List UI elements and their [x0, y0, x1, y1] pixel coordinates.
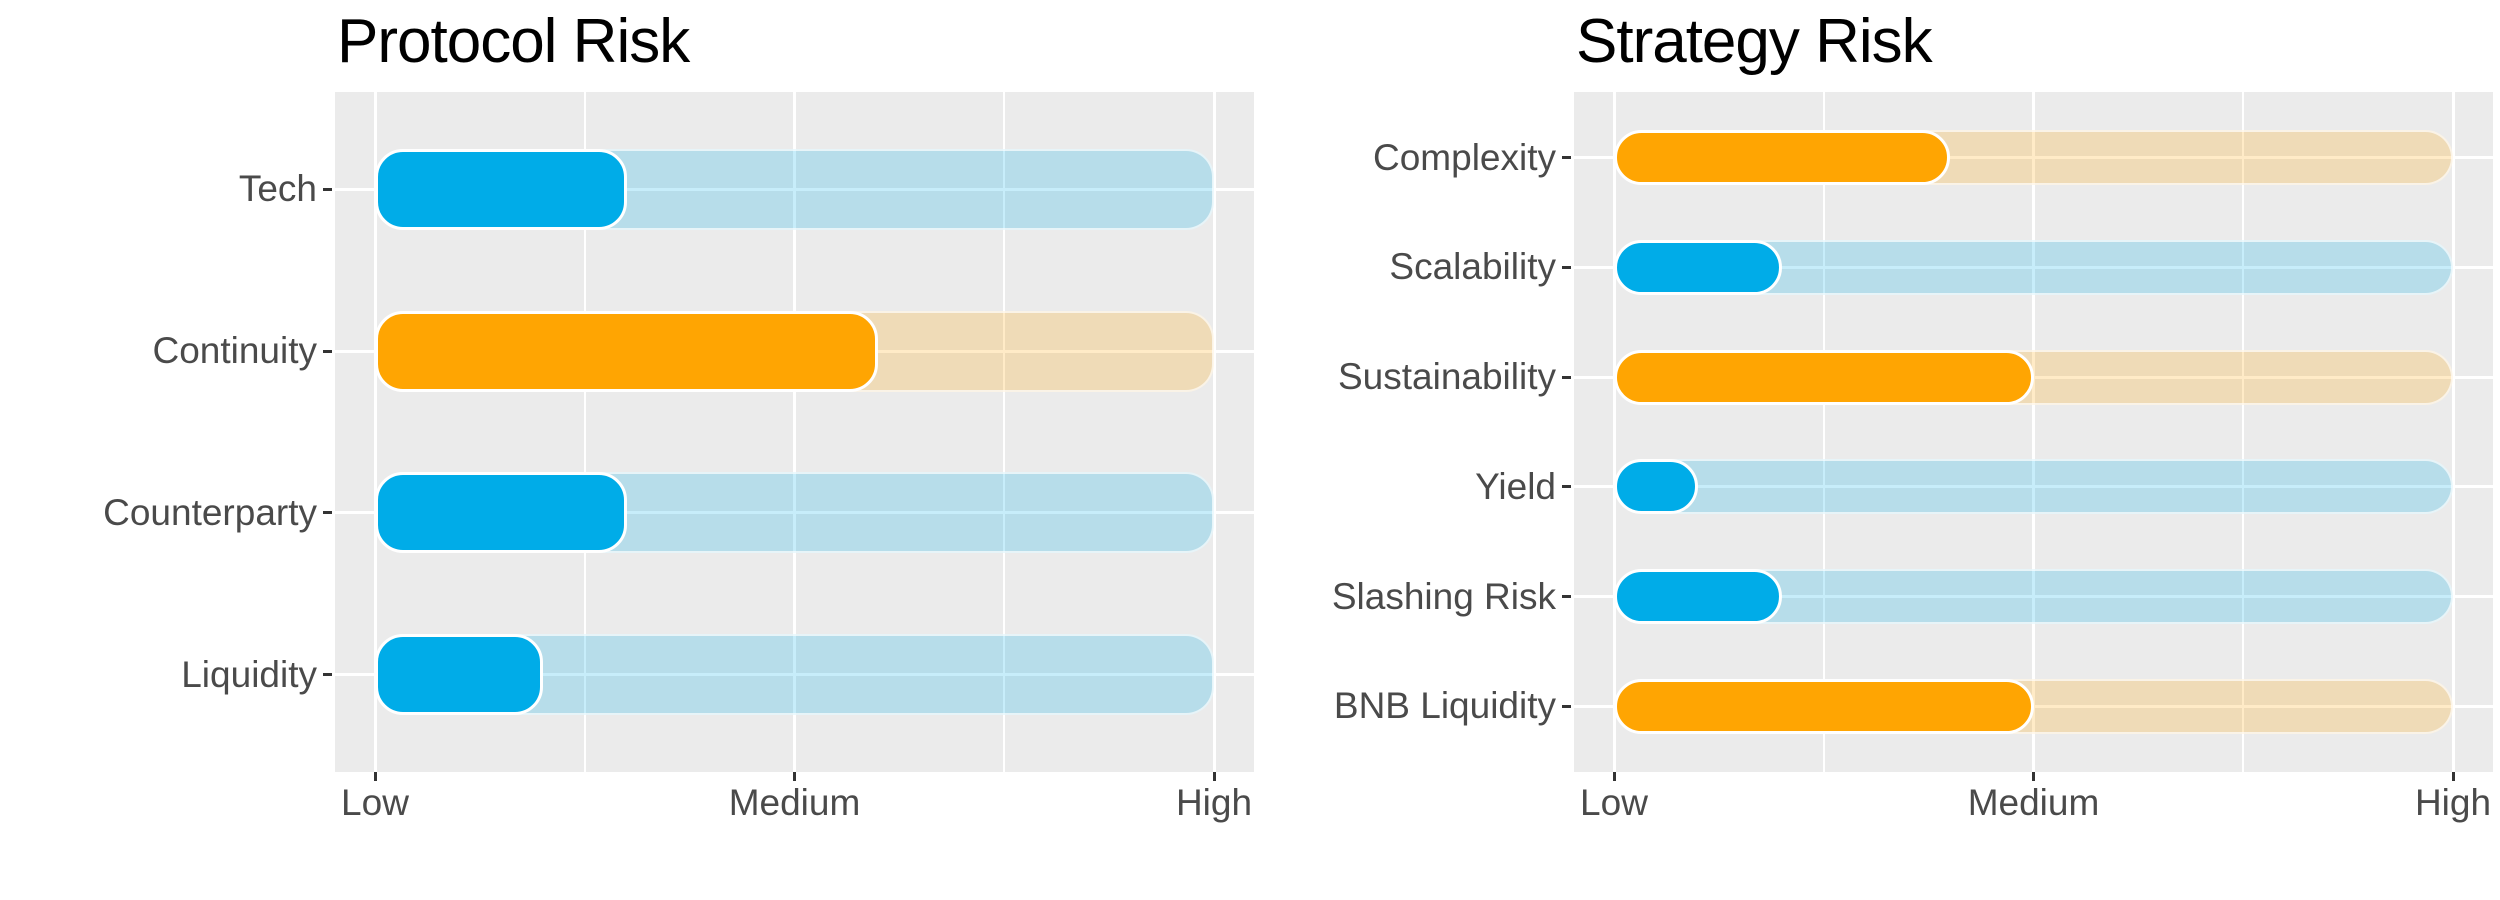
- major-gridline: [2032, 92, 2035, 772]
- row-gridline: [1574, 485, 2493, 489]
- major-gridline: [1212, 92, 1216, 772]
- category-label: Liquidity: [181, 653, 317, 695]
- y-tick: [1562, 375, 1571, 379]
- y-tick: [1562, 156, 1571, 160]
- row-gridline: [335, 673, 1254, 677]
- major-gridline: [1612, 92, 1616, 772]
- minor-gridline: [583, 92, 586, 772]
- minor-gridline: [1003, 92, 1006, 772]
- y-tick: [323, 673, 332, 677]
- row-gridline: [1574, 156, 2493, 160]
- major-gridline: [793, 92, 796, 772]
- major-gridline: [2451, 92, 2455, 772]
- major-gridline: [373, 92, 377, 772]
- x-tick: [793, 772, 796, 781]
- row-gridline: [1574, 595, 2493, 599]
- row-gridline: [1574, 704, 2493, 708]
- category-label: Complexity: [1373, 136, 1556, 178]
- axis-tick-label: Low: [341, 782, 409, 823]
- y-tick: [323, 349, 332, 353]
- axis-tick-label: Medium: [1967, 782, 2100, 823]
- minor-gridline: [1822, 92, 1825, 772]
- x-tick: [1612, 772, 1616, 781]
- protocol-risk-chart: Protocol Risk Tech Continuity Counterparty…: [103, 7, 1254, 823]
- category-label: Counterparty: [103, 491, 317, 533]
- category-label: Scalability: [1389, 246, 1556, 288]
- risk-bar-sustainability: [1614, 349, 2034, 405]
- category-label: Tech: [238, 168, 317, 210]
- x-tick: [373, 772, 377, 781]
- category-label: BNB Liquidity: [1333, 685, 1556, 727]
- strategy-risk-chart: Strategy Risk Complexity Scalability Susta…: [1250, 0, 2500, 900]
- category-label: Yield: [1475, 465, 1556, 507]
- risk-bar-counterparty: [375, 472, 627, 554]
- x-tick: [2451, 772, 2455, 781]
- row-gridline: [1574, 265, 2493, 269]
- risk-bar-yield: [1614, 459, 1698, 515]
- y-tick: [323, 187, 332, 191]
- y-tick: [1562, 595, 1571, 599]
- y-tick: [1562, 485, 1571, 489]
- chart-title: Protocol Risk: [337, 7, 690, 76]
- risk-bar-complexity: [1614, 130, 1950, 186]
- row-gridline: [1574, 375, 2493, 379]
- risk-bar-scalability: [1614, 239, 1782, 295]
- plot-panel: [335, 92, 1254, 772]
- risk-bar-bnb-liquidity: [1614, 678, 2034, 734]
- y-tick: [323, 511, 332, 515]
- risk-bar-slashing-risk: [1614, 569, 1782, 625]
- axis-tick-label: Low: [1580, 782, 1648, 823]
- x-tick: [1212, 772, 1216, 781]
- row-gridline: [335, 187, 1254, 191]
- risk-bar-continuity: [375, 310, 879, 392]
- category-label: Slashing Risk: [1331, 575, 1556, 617]
- category-label: Sustainability: [1337, 356, 1556, 398]
- risk-bar-liquidity: [375, 634, 543, 716]
- y-tick: [1562, 265, 1571, 269]
- risk-bar-tech: [375, 148, 627, 230]
- category-label: Continuity: [152, 330, 317, 372]
- plot-panel: [1574, 92, 2493, 772]
- minor-gridline: [2242, 92, 2245, 772]
- y-tick: [1562, 704, 1571, 708]
- chart-title: Strategy Risk: [1576, 7, 1933, 76]
- row-gridline: [335, 511, 1254, 515]
- risk-track-yield: [1614, 459, 2453, 515]
- x-tick: [2032, 772, 2035, 781]
- axis-tick-label: High: [1175, 782, 1253, 823]
- axis-tick-label: High: [2414, 782, 2492, 823]
- axis-tick-label: Medium: [728, 782, 861, 823]
